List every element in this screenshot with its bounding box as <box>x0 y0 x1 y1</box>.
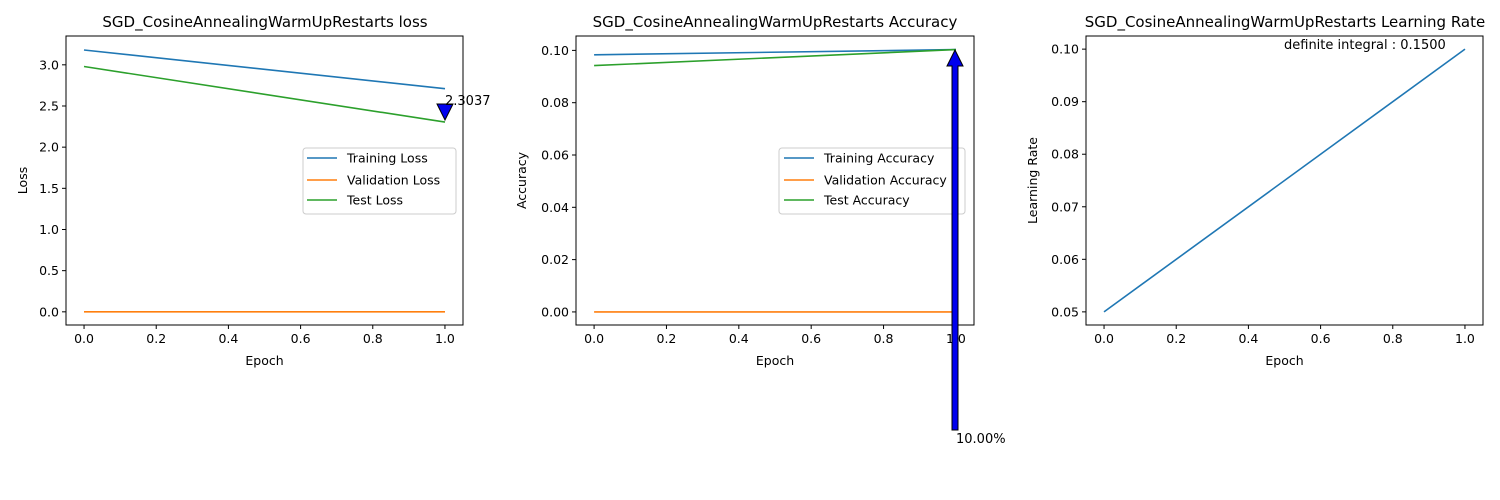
accuracy-x-tick-label: 0.2 <box>657 331 677 346</box>
loss-annotation-arrow <box>436 103 454 122</box>
accuracy-legend-label-test: Test Accuracy <box>823 193 910 208</box>
learning-rate-y-axis-label: Learning Rate <box>1025 137 1040 224</box>
loss-y-axis-label: Loss <box>15 167 30 194</box>
learning-rate-y-tick-label: 0.08 <box>1051 147 1079 162</box>
loss-lines <box>83 49 446 313</box>
accuracy-x-tick-label: 0.8 <box>874 331 894 346</box>
learning-rate-x-tick-label: 0.8 <box>1383 331 1403 346</box>
loss-legend: Training Loss Validation Loss Test Loss <box>302 147 457 215</box>
loss-legend-label-test: Test Loss <box>346 193 403 208</box>
accuracy-y-ticks: 0.00 0.02 0.04 0.06 0.08 0.10 <box>541 43 576 319</box>
accuracy-x-tick-label: 0.4 <box>729 331 749 346</box>
accuracy-lines <box>594 48 956 313</box>
accuracy-x-tick-label: 0.6 <box>801 331 821 346</box>
loss-x-tick-label: 1.0 <box>435 331 455 346</box>
loss-plot-frame <box>65 35 464 326</box>
accuracy-legend-label-validation: Validation Accuracy <box>824 173 947 188</box>
learning-rate-y-tick-label: 0.05 <box>1051 304 1079 319</box>
loss-x-tick-label: 0.8 <box>363 331 383 346</box>
accuracy-x-axis-label: Epoch <box>756 353 794 368</box>
learning-rate-y-tick-label: 0.09 <box>1051 94 1079 109</box>
loss-y-tick-label: 3.0 <box>39 57 59 72</box>
loss-chart-title: SGD_CosineAnnealingWarmUpRestarts loss <box>102 13 427 32</box>
loss-legend-label-validation: Validation Loss <box>347 173 440 188</box>
loss-annotation-label: 2.3037 <box>445 94 491 109</box>
learning-rate-y-tick-label: 0.07 <box>1051 199 1079 214</box>
accuracy-legend: Training Accuracy Validation Accuracy Te… <box>778 147 966 215</box>
loss-series-test <box>83 65 446 123</box>
loss-y-ticks: 0.0 0.5 1.0 1.5 2.0 2.5 3.0 <box>39 57 66 319</box>
learning-rate-chart: SGD_CosineAnnealingWarmUpRestarts Learni… <box>1025 13 1485 368</box>
accuracy-chart-title: SGD_CosineAnnealingWarmUpRestarts Accura… <box>593 13 958 32</box>
accuracy-y-axis-label: Accuracy <box>514 151 529 209</box>
accuracy-y-tick-label: 0.10 <box>541 43 569 58</box>
learning-rate-x-tick-label: 0.6 <box>1311 331 1331 346</box>
accuracy-y-tick-label: 0.02 <box>541 252 569 267</box>
learning-rate-annotation-label: definite integral : 0.1500 <box>1284 38 1446 53</box>
accuracy-x-tick-label: 0.0 <box>584 331 604 346</box>
learning-rate-y-ticks: 0.05 0.06 0.07 0.08 0.09 0.10 <box>1051 42 1086 319</box>
loss-y-tick-label: 2.5 <box>39 98 59 113</box>
accuracy-series-test <box>594 48 956 67</box>
learning-rate-y-tick-label: 0.10 <box>1051 42 1079 57</box>
loss-x-tick-label: 0.4 <box>218 331 238 346</box>
loss-chart: SGD_CosineAnnealingWarmUpRestarts loss 0… <box>15 13 491 368</box>
accuracy-y-tick-label: 0.08 <box>541 95 569 110</box>
loss-legend-label-training: Training Loss <box>346 151 428 166</box>
learning-rate-x-tick-label: 0.4 <box>1238 331 1258 346</box>
accuracy-annotation-arrow <box>946 48 964 431</box>
accuracy-series-training <box>594 48 956 56</box>
loss-x-tick-label: 0.2 <box>146 331 166 346</box>
learning-rate-x-tick-label: 1.0 <box>1455 331 1475 346</box>
learning-rate-plot-frame <box>1085 35 1484 326</box>
loss-y-tick-label: 0.5 <box>39 263 59 278</box>
accuracy-y-tick-label: 0.00 <box>541 304 569 319</box>
loss-x-ticks: 0.0 0.2 0.4 0.6 0.8 1.0 <box>74 325 455 346</box>
loss-y-tick-label: 2.0 <box>39 140 59 155</box>
learning-rate-lines <box>1103 48 1466 313</box>
learning-rate-series-line <box>1103 48 1466 313</box>
accuracy-y-tick-label: 0.06 <box>541 148 569 163</box>
accuracy-legend-box <box>778 147 966 215</box>
loss-x-tick-label: 0.0 <box>74 331 94 346</box>
learning-rate-x-axis-label: Epoch <box>1265 353 1303 368</box>
learning-rate-x-tick-label: 0.2 <box>1166 331 1186 346</box>
learning-rate-x-ticks: 0.0 0.2 0.4 0.6 0.8 1.0 <box>1094 325 1475 346</box>
accuracy-plot-frame <box>575 35 975 326</box>
loss-legend-box <box>302 147 457 215</box>
loss-series-training <box>83 49 446 90</box>
learning-rate-chart-title: SGD_CosineAnnealingWarmUpRestarts Learni… <box>1085 13 1485 32</box>
loss-x-tick-label: 0.6 <box>291 331 311 346</box>
learning-rate-y-tick-label: 0.06 <box>1051 252 1079 267</box>
accuracy-x-ticks: 0.00.20.40.60.81.0 <box>584 325 966 346</box>
accuracy-chart: SGD_CosineAnnealingWarmUpRestarts Accura… <box>514 13 1006 447</box>
accuracy-legend-label-training: Training Accuracy <box>823 151 935 166</box>
accuracy-annotation-label: 10.00% <box>956 432 1006 447</box>
loss-y-tick-label: 0.0 <box>39 304 59 319</box>
loss-y-tick-label: 1.0 <box>39 222 59 237</box>
loss-x-axis-label: Epoch <box>245 353 283 368</box>
accuracy-y-tick-label: 0.04 <box>541 200 569 215</box>
loss-y-tick-label: 1.5 <box>39 181 59 196</box>
learning-rate-x-tick-label: 0.0 <box>1094 331 1114 346</box>
